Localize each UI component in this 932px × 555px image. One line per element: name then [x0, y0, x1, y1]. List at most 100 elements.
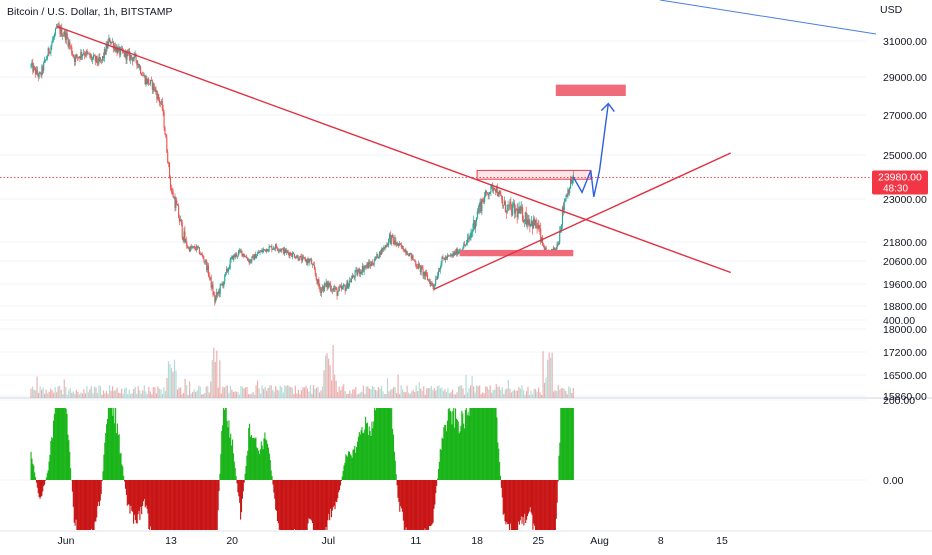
volume-bar [209, 393, 210, 398]
candle-body [212, 284, 213, 294]
candle-body [294, 254, 295, 257]
volume-bar [399, 394, 400, 398]
volume-bar [268, 388, 269, 398]
volume-bar [363, 386, 364, 398]
volume-bar [564, 389, 565, 398]
candle-body [330, 284, 331, 290]
candle-body [162, 101, 163, 109]
volume-bar [257, 381, 258, 398]
volume-bar [484, 393, 485, 398]
oscillator-bar [557, 480, 558, 503]
volume-bar [138, 386, 139, 398]
volume-bar [183, 393, 184, 398]
oscillator-bar [396, 474, 397, 480]
volume-bar [538, 388, 539, 398]
candle-body [43, 63, 44, 71]
volume-bar [405, 392, 406, 398]
candle-body [400, 243, 401, 244]
volume-bar [290, 387, 291, 398]
volume-bar [228, 393, 229, 398]
candle-body [72, 54, 73, 55]
volume-bar [44, 394, 45, 398]
volume-bar [118, 393, 119, 398]
volume-bar [262, 385, 263, 398]
volume-bar [333, 345, 334, 398]
volume-bar [275, 386, 276, 398]
candle-body [45, 60, 46, 61]
volume-bar [458, 387, 459, 398]
volume-bar [186, 385, 187, 398]
candle-body [159, 99, 160, 103]
candle-body [524, 220, 525, 222]
candle-body [321, 289, 322, 293]
candle-body [131, 55, 132, 57]
candle-body [288, 252, 289, 253]
volume-bar [518, 387, 519, 398]
volume-bar [351, 393, 352, 398]
price-tick-label: 23000.00 [883, 194, 927, 206]
time-tick-label: 8 [658, 535, 664, 547]
volume-bar [212, 360, 213, 398]
volume-bar [218, 388, 219, 398]
volume-bar [536, 392, 537, 398]
volume-bar [316, 388, 317, 398]
candle-body [169, 163, 170, 177]
candle-body [479, 207, 480, 213]
volume-bars [30, 345, 573, 398]
volume-bar [153, 387, 154, 398]
volume-bar [219, 360, 220, 398]
volume-bar [163, 387, 164, 398]
candle-body [149, 84, 150, 85]
volume-bar [206, 387, 207, 398]
candle-body [442, 257, 443, 258]
candle-body [481, 199, 482, 211]
volume-bar [425, 395, 426, 398]
candle-body [564, 202, 565, 211]
candle-body [494, 188, 495, 189]
candle-body [510, 202, 511, 206]
volume-bar [437, 386, 438, 398]
volume-bar [141, 393, 142, 398]
candle-body [318, 280, 319, 287]
candle-body [237, 256, 238, 257]
volume-bar [302, 387, 303, 398]
volume-bar [429, 388, 430, 398]
volume-bar [39, 386, 40, 398]
candle-body [466, 243, 467, 245]
candle-body [202, 256, 203, 259]
candle-body [475, 222, 476, 229]
candle-body [220, 284, 221, 293]
volume-bar [120, 393, 121, 398]
oscillator-panel [31, 408, 574, 530]
volume-bar [441, 388, 442, 398]
volume-bar [402, 389, 403, 398]
candle-body [426, 272, 427, 275]
candle-body [184, 231, 185, 242]
volume-bar [506, 389, 507, 398]
candle-body [357, 272, 358, 275]
volume-bar [541, 395, 542, 398]
volume-bar [83, 389, 84, 398]
candle-body [97, 56, 98, 62]
volume-bar [62, 394, 63, 398]
volume-bar [364, 394, 365, 398]
volume-bar [379, 389, 380, 398]
candle-body [54, 34, 55, 38]
volume-bar [207, 386, 208, 398]
volume-bar [210, 382, 211, 398]
volume-bar [416, 385, 417, 398]
volume-bar [73, 391, 74, 398]
volume-bar [191, 394, 192, 398]
volume-bar [113, 391, 114, 398]
volume-bar [68, 390, 69, 398]
candle-body [170, 177, 171, 188]
volume-bar [307, 388, 308, 398]
candle-body [487, 192, 488, 193]
volume-bar [397, 374, 398, 398]
volume-bar [184, 379, 185, 398]
volume-bar [443, 391, 444, 398]
candle-body [414, 260, 415, 262]
volume-bar [151, 394, 152, 398]
